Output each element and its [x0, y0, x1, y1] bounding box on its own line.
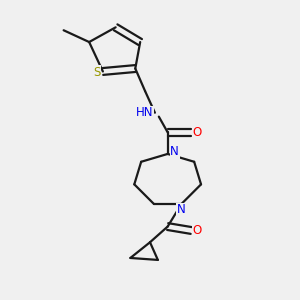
- Text: O: O: [193, 224, 202, 237]
- Text: HN: HN: [136, 106, 154, 119]
- Text: O: O: [193, 126, 202, 139]
- Text: S: S: [93, 66, 101, 79]
- Text: N: N: [177, 203, 186, 216]
- Text: N: N: [170, 146, 179, 158]
